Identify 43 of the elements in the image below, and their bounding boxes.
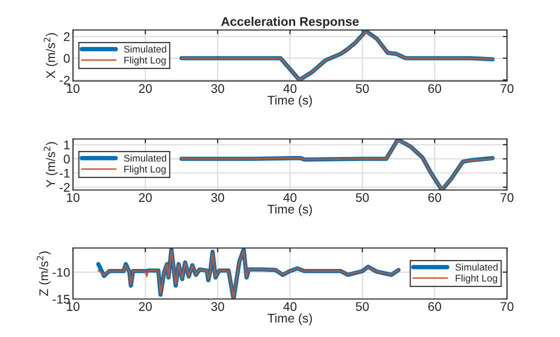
x-tick-label: 30 [211, 84, 224, 93]
x-tick-label: 50 [356, 302, 369, 311]
y-tick-label: -10 [52, 268, 70, 277]
y-tick-label: -15 [52, 294, 70, 304]
y-tick-label: -2 [60, 76, 70, 84]
x-axis-title: Time (s) [268, 95, 312, 108]
x-tick-label: 70 [500, 84, 514, 93]
y-tick-label: 0 [64, 54, 70, 63]
x-tick-label: 60 [428, 193, 442, 202]
x-tick-label: 20 [139, 302, 152, 311]
x-tick-label: 40 [283, 193, 296, 202]
x-axis-title: Time (s) [268, 313, 312, 326]
y-tick-label: -1 [60, 168, 70, 178]
series-label: Simulated [124, 154, 166, 162]
x-tick-label: 40 [283, 302, 296, 311]
x-axis-title: Time (s) [268, 204, 312, 216]
y-axis-title: Y (m/s$^{2}$) [44, 142, 58, 188]
series-label: Flight Log [124, 165, 166, 175]
x-tick-label: 60 [428, 302, 442, 311]
x-tick-label: 10 [67, 302, 80, 311]
legend-label: Flight Log [124, 56, 166, 66]
legend-label: Simulated [455, 263, 498, 271]
chart-title: Acceleration Response [221, 16, 359, 28]
x-tick-label: 50 [356, 193, 369, 202]
x-tick-label: 30 [211, 302, 224, 311]
y-axis-title: Z (m/s$^{2}$) [36, 251, 51, 296]
y-tick-label: 2 [64, 32, 70, 42]
x-tick-label: 20 [139, 193, 152, 202]
x-tick-label: 70 [500, 193, 514, 202]
x-tick-label: 40 [283, 84, 296, 93]
y-tick-label: 1 [64, 140, 70, 150]
x-tick-label: 50 [356, 84, 369, 93]
y-tick-label: -2 [60, 182, 70, 192]
legend-label: Flight Log [456, 274, 498, 284]
y-axis-title: X (m/s$^{2}$) [44, 33, 58, 78]
x-tick-label: 70 [500, 302, 514, 311]
legend-label: Simulated [124, 45, 166, 53]
y-tick-label: 0 [64, 154, 70, 164]
x-tick-label: 10 [67, 84, 80, 93]
x-tick-label: 60 [428, 84, 442, 93]
x-tick-label: 20 [139, 84, 152, 93]
x-tick-label: 10 [67, 193, 80, 202]
x-tick-label: 30 [211, 193, 224, 202]
